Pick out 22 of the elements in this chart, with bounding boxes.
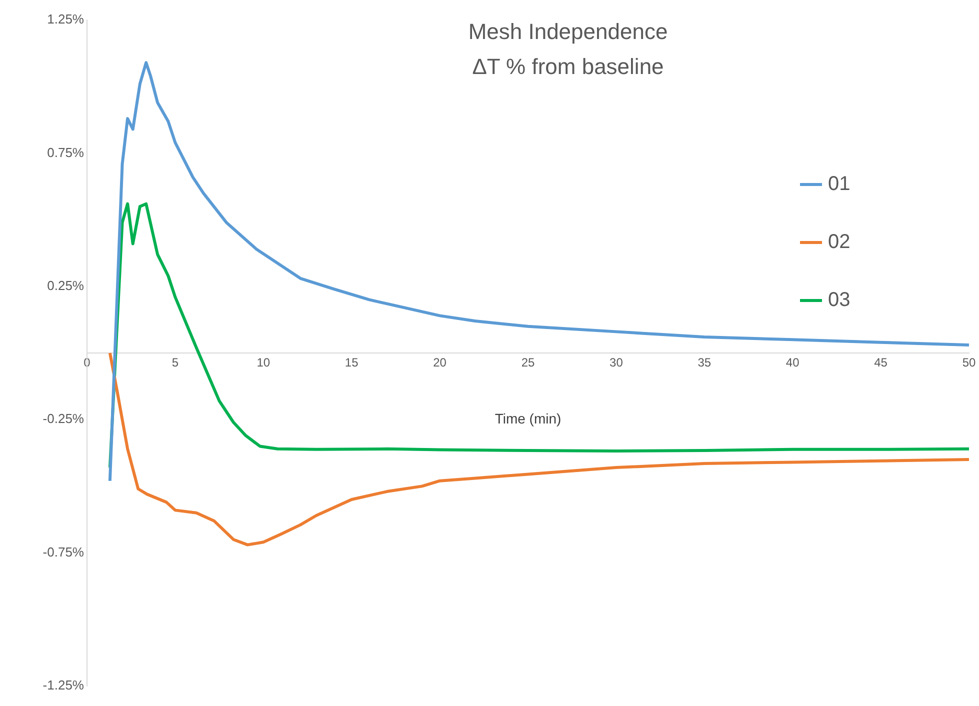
legend-label: 02 — [828, 230, 850, 254]
x-tick-label: 10 — [256, 356, 270, 370]
x-tick-label: 20 — [433, 356, 447, 370]
y-tick-label: 0.25% — [47, 278, 84, 293]
y-tick-label: 1.25% — [47, 12, 84, 27]
y-tick-label: -1.25% — [42, 678, 84, 693]
legend-label: 01 — [828, 172, 850, 196]
x-tick-label: 25 — [521, 356, 535, 370]
legend-label: 03 — [828, 288, 850, 312]
y-tick-label: 0.75% — [47, 144, 84, 160]
y-tick-label: -0.25% — [42, 411, 84, 426]
x-tick-label: 50 — [962, 356, 976, 370]
x-axis-title: Time (min) — [494, 410, 562, 427]
x-tick-label: 40 — [786, 356, 800, 370]
x-tick-label: 15 — [344, 356, 359, 370]
x-tick-label: 35 — [698, 356, 712, 370]
y-tick-label: -0.75% — [42, 544, 84, 560]
x-tick-label: 30 — [610, 356, 624, 370]
chart-title: Mesh Independence — [468, 19, 668, 44]
text: ΔT % from baseline — [472, 54, 664, 80]
x-tick-label: 45 — [874, 356, 888, 370]
x-tick-label: 5 — [172, 356, 179, 370]
